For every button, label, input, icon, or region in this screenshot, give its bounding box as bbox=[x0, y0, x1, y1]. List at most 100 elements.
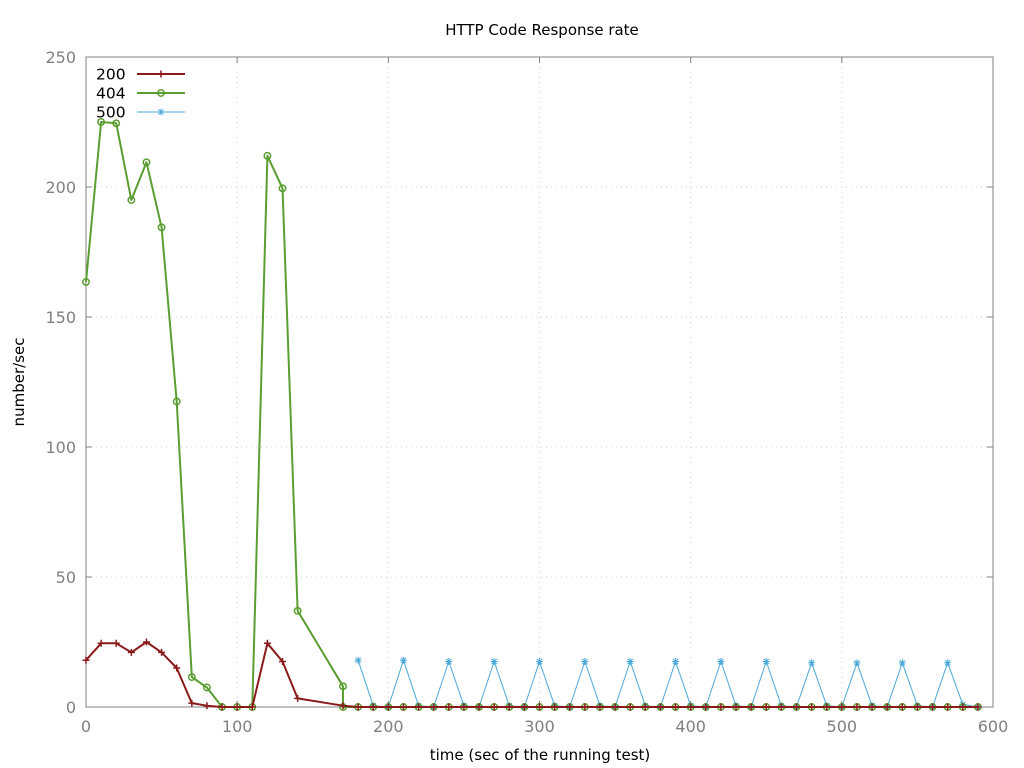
data-point-200 bbox=[218, 703, 226, 711]
data-point-200 bbox=[974, 703, 982, 711]
y-tick-label: 150 bbox=[45, 308, 76, 327]
legend-label: 404 bbox=[96, 85, 126, 103]
data-point-200 bbox=[158, 648, 166, 656]
data-point-200 bbox=[203, 702, 211, 710]
legend-swatch-marker bbox=[157, 108, 165, 116]
data-point-200 bbox=[777, 703, 785, 711]
data-point-404 bbox=[278, 184, 287, 193]
y-tick-label: 100 bbox=[45, 438, 76, 457]
data-point-200 bbox=[611, 703, 619, 711]
legend-label: 200 bbox=[96, 66, 126, 84]
data-point-200 bbox=[536, 703, 543, 711]
data-point-500 bbox=[808, 659, 816, 667]
x-tick-label: 600 bbox=[978, 717, 1009, 736]
data-point-200 bbox=[445, 703, 453, 711]
data-point-200 bbox=[505, 703, 513, 711]
x-tick-label: 500 bbox=[827, 717, 858, 736]
legend-item-404: 404 bbox=[96, 85, 185, 103]
data-point-200 bbox=[399, 703, 407, 711]
data-point-500 bbox=[717, 658, 725, 665]
data-point-404 bbox=[172, 397, 181, 406]
data-point-200 bbox=[702, 703, 710, 711]
data-point-200 bbox=[596, 703, 604, 711]
data-point-200 bbox=[581, 703, 589, 711]
data-point-200 bbox=[792, 703, 800, 711]
data-point-200 bbox=[490, 703, 498, 711]
chart-title: HTTP Code Response rate bbox=[445, 21, 639, 39]
series-line-500 bbox=[357, 659, 978, 708]
data-point-500 bbox=[762, 658, 770, 665]
data-point-500 bbox=[944, 659, 952, 667]
data-point-200 bbox=[248, 703, 256, 711]
data-point-200 bbox=[853, 703, 861, 711]
data-point-500 bbox=[672, 658, 680, 665]
data-point-200 bbox=[294, 694, 302, 702]
data-point-200 bbox=[384, 703, 392, 711]
legend-label: 500 bbox=[96, 104, 126, 122]
data-point-200 bbox=[369, 703, 377, 711]
y-tick-label: 250 bbox=[45, 48, 76, 67]
data-point-200 bbox=[883, 703, 891, 711]
data-point-200 bbox=[641, 703, 649, 711]
data-point-200 bbox=[944, 703, 952, 711]
y-tick-label: 200 bbox=[45, 178, 76, 197]
x-tick-label: 400 bbox=[675, 717, 706, 736]
series-500 bbox=[354, 656, 982, 711]
data-point-200 bbox=[142, 638, 150, 646]
data-point-200 bbox=[672, 703, 680, 711]
x-tick-label: 100 bbox=[222, 717, 253, 736]
data-point-200 bbox=[913, 703, 921, 711]
data-point-200 bbox=[82, 656, 90, 664]
data-point-200 bbox=[430, 703, 438, 711]
series-layer bbox=[82, 118, 982, 711]
data-point-500 bbox=[445, 658, 453, 665]
data-point-200 bbox=[339, 702, 347, 710]
data-point-200 bbox=[717, 703, 725, 711]
data-point-200 bbox=[808, 703, 816, 711]
data-point-200 bbox=[188, 699, 196, 707]
series-line-200 bbox=[85, 641, 978, 708]
data-point-200 bbox=[551, 703, 559, 711]
data-point-200 bbox=[415, 703, 423, 711]
data-point-404 bbox=[263, 151, 272, 160]
data-point-200 bbox=[460, 703, 468, 711]
data-point-200 bbox=[566, 703, 574, 711]
data-point-200 bbox=[762, 703, 770, 711]
grid bbox=[85, 56, 994, 708]
series-line-404 bbox=[85, 121, 978, 708]
data-point-404 bbox=[187, 673, 196, 682]
data-point-200 bbox=[898, 703, 906, 711]
data-point-500 bbox=[399, 656, 407, 664]
data-point-200 bbox=[838, 703, 846, 711]
legend-item-200: 200 bbox=[96, 66, 185, 84]
legend-item-500: 500 bbox=[96, 104, 185, 122]
data-point-404 bbox=[157, 223, 166, 232]
data-point-500 bbox=[354, 656, 362, 664]
data-point-200 bbox=[626, 703, 634, 711]
data-point-404 bbox=[127, 196, 136, 204]
data-point-404 bbox=[339, 682, 347, 691]
data-point-404 bbox=[82, 277, 90, 286]
x-tick-label: 0 bbox=[81, 717, 91, 736]
data-point-404 bbox=[202, 683, 211, 692]
data-point-200 bbox=[173, 664, 181, 672]
data-point-200 bbox=[279, 658, 287, 665]
y-tick-label: 50 bbox=[56, 568, 76, 587]
data-point-200 bbox=[233, 703, 241, 711]
data-point-200 bbox=[823, 703, 831, 711]
data-point-200 bbox=[263, 639, 271, 647]
data-point-500 bbox=[853, 659, 861, 667]
data-point-200 bbox=[959, 703, 967, 711]
data-point-500 bbox=[490, 658, 498, 665]
data-point-404 bbox=[112, 119, 121, 128]
data-point-404 bbox=[97, 118, 106, 126]
legend-swatch-marker bbox=[157, 89, 165, 97]
data-point-500 bbox=[581, 658, 589, 665]
axis-ticks: 0 100 200 300 400 500 600 0 50 100 150 200 250 bbox=[45, 48, 1008, 736]
data-point-200 bbox=[112, 639, 120, 647]
data-point-200 bbox=[929, 703, 937, 711]
data-point-200 bbox=[747, 703, 755, 711]
data-point-200 bbox=[732, 703, 740, 711]
